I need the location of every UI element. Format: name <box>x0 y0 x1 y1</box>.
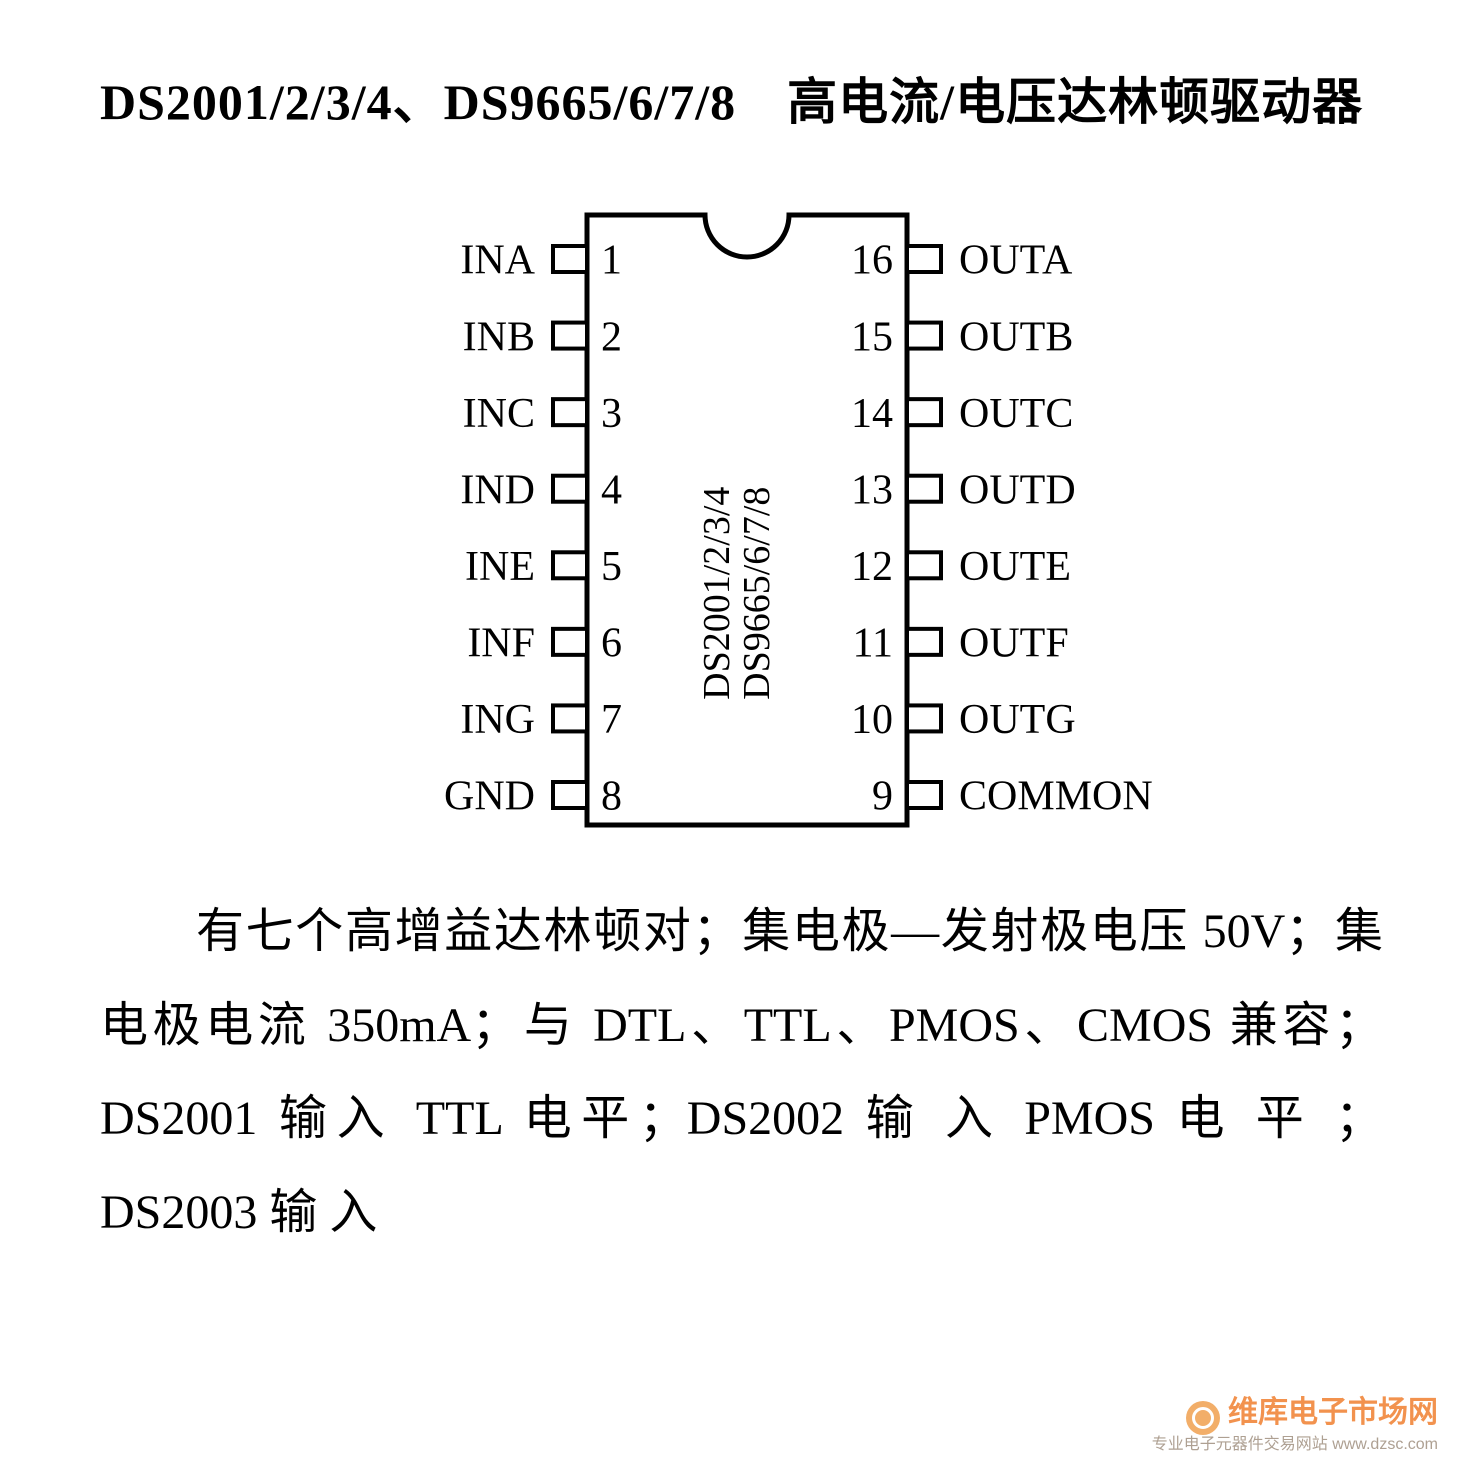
pin-number-2: 2 <box>601 314 622 360</box>
pin-box-right-14 <box>907 399 941 425</box>
pin-number-1: 1 <box>601 238 622 284</box>
pin-number-14: 14 <box>851 391 893 437</box>
pin-box-left-6 <box>553 629 587 655</box>
pin-number-10: 10 <box>851 697 893 743</box>
pin-label-OUTD: OUTD <box>959 467 1076 513</box>
chip-center-label-2: DS9665/6/7/8 <box>736 487 778 700</box>
document-title: DS2001/2/3/4、DS9665/6/7/8 高电流/电压达林顿驱动器 <box>100 50 1393 155</box>
pin-number-15: 15 <box>851 314 893 360</box>
pin-box-left-7 <box>553 705 587 731</box>
pin-label-INC: INC <box>462 391 534 437</box>
pin-box-right-16 <box>907 246 941 272</box>
pin-label-INA: INA <box>460 238 535 284</box>
pin-number-7: 7 <box>601 697 622 743</box>
chip-pinout-svg: DS2001/2/3/4DS9665/6/7/8 1 INA 16 OUTA 2 INB 15… <box>197 185 1297 865</box>
pin-number-13: 13 <box>851 467 893 513</box>
pin-label-COMMON: COMMON <box>959 774 1153 820</box>
pin-number-6: 6 <box>601 621 622 667</box>
pin-label-OUTC: OUTC <box>959 391 1073 437</box>
pin-number-16: 16 <box>851 238 893 284</box>
pin-box-right-9 <box>907 782 941 808</box>
pin-box-right-15 <box>907 323 941 349</box>
chip-center-label-1: DS2001/2/3/4 <box>696 487 738 700</box>
pin-number-5: 5 <box>601 544 622 590</box>
pinout-diagram: DS2001/2/3/4DS9665/6/7/8 1 INA 16 OUTA 2 INB 15… <box>100 175 1393 875</box>
pin-number-11: 11 <box>852 621 892 667</box>
pin-label-OUTA: OUTA <box>959 238 1073 284</box>
pin-label-OUTE: OUTE <box>959 544 1071 590</box>
pin-box-left-2 <box>553 323 587 349</box>
pin-label-OUTG: OUTG <box>959 697 1076 743</box>
description-paragraph: 有七个高增益达林顿对；集电极—发射极电压 50V；集电极电流 350mA；与 D… <box>100 885 1393 1259</box>
watermark: 维库电子市场网 专业电子元器件交易网站 www.dzsc.com <box>1152 1395 1438 1454</box>
pin-label-ING: ING <box>460 697 535 743</box>
pin-box-right-13 <box>907 476 941 502</box>
pin-box-right-10 <box>907 705 941 731</box>
pin-box-right-12 <box>907 552 941 578</box>
pin-label-INF: INF <box>467 621 535 667</box>
pin-box-left-4 <box>553 476 587 502</box>
watermark-logo-icon <box>1186 1401 1220 1435</box>
pin-box-right-11 <box>907 629 941 655</box>
pin-label-OUTB: OUTB <box>959 314 1073 360</box>
watermark-sub-text: 专业电子元器件交易网站 www.dzsc.com <box>1152 1435 1438 1454</box>
pin-label-OUTF: OUTF <box>959 621 1069 667</box>
pin-number-12: 12 <box>851 544 893 590</box>
pin-number-9: 9 <box>872 774 893 820</box>
pin-label-GND: GND <box>444 774 535 820</box>
pin-number-3: 3 <box>601 391 622 437</box>
pin-label-INB: INB <box>462 314 534 360</box>
page: DS2001/2/3/4、DS9665/6/7/8 高电流/电压达林顿驱动器 D… <box>0 0 1463 1472</box>
pin-number-4: 4 <box>601 467 622 513</box>
pin-label-IND: IND <box>460 467 535 513</box>
pin-label-INE: INE <box>465 544 535 590</box>
pin-box-left-1 <box>553 246 587 272</box>
pin-box-left-5 <box>553 552 587 578</box>
pin-number-8: 8 <box>601 774 622 820</box>
pin-box-left-3 <box>553 399 587 425</box>
watermark-main-text: 维库电子市场网 <box>1228 1396 1438 1429</box>
pin-box-left-8 <box>553 782 587 808</box>
